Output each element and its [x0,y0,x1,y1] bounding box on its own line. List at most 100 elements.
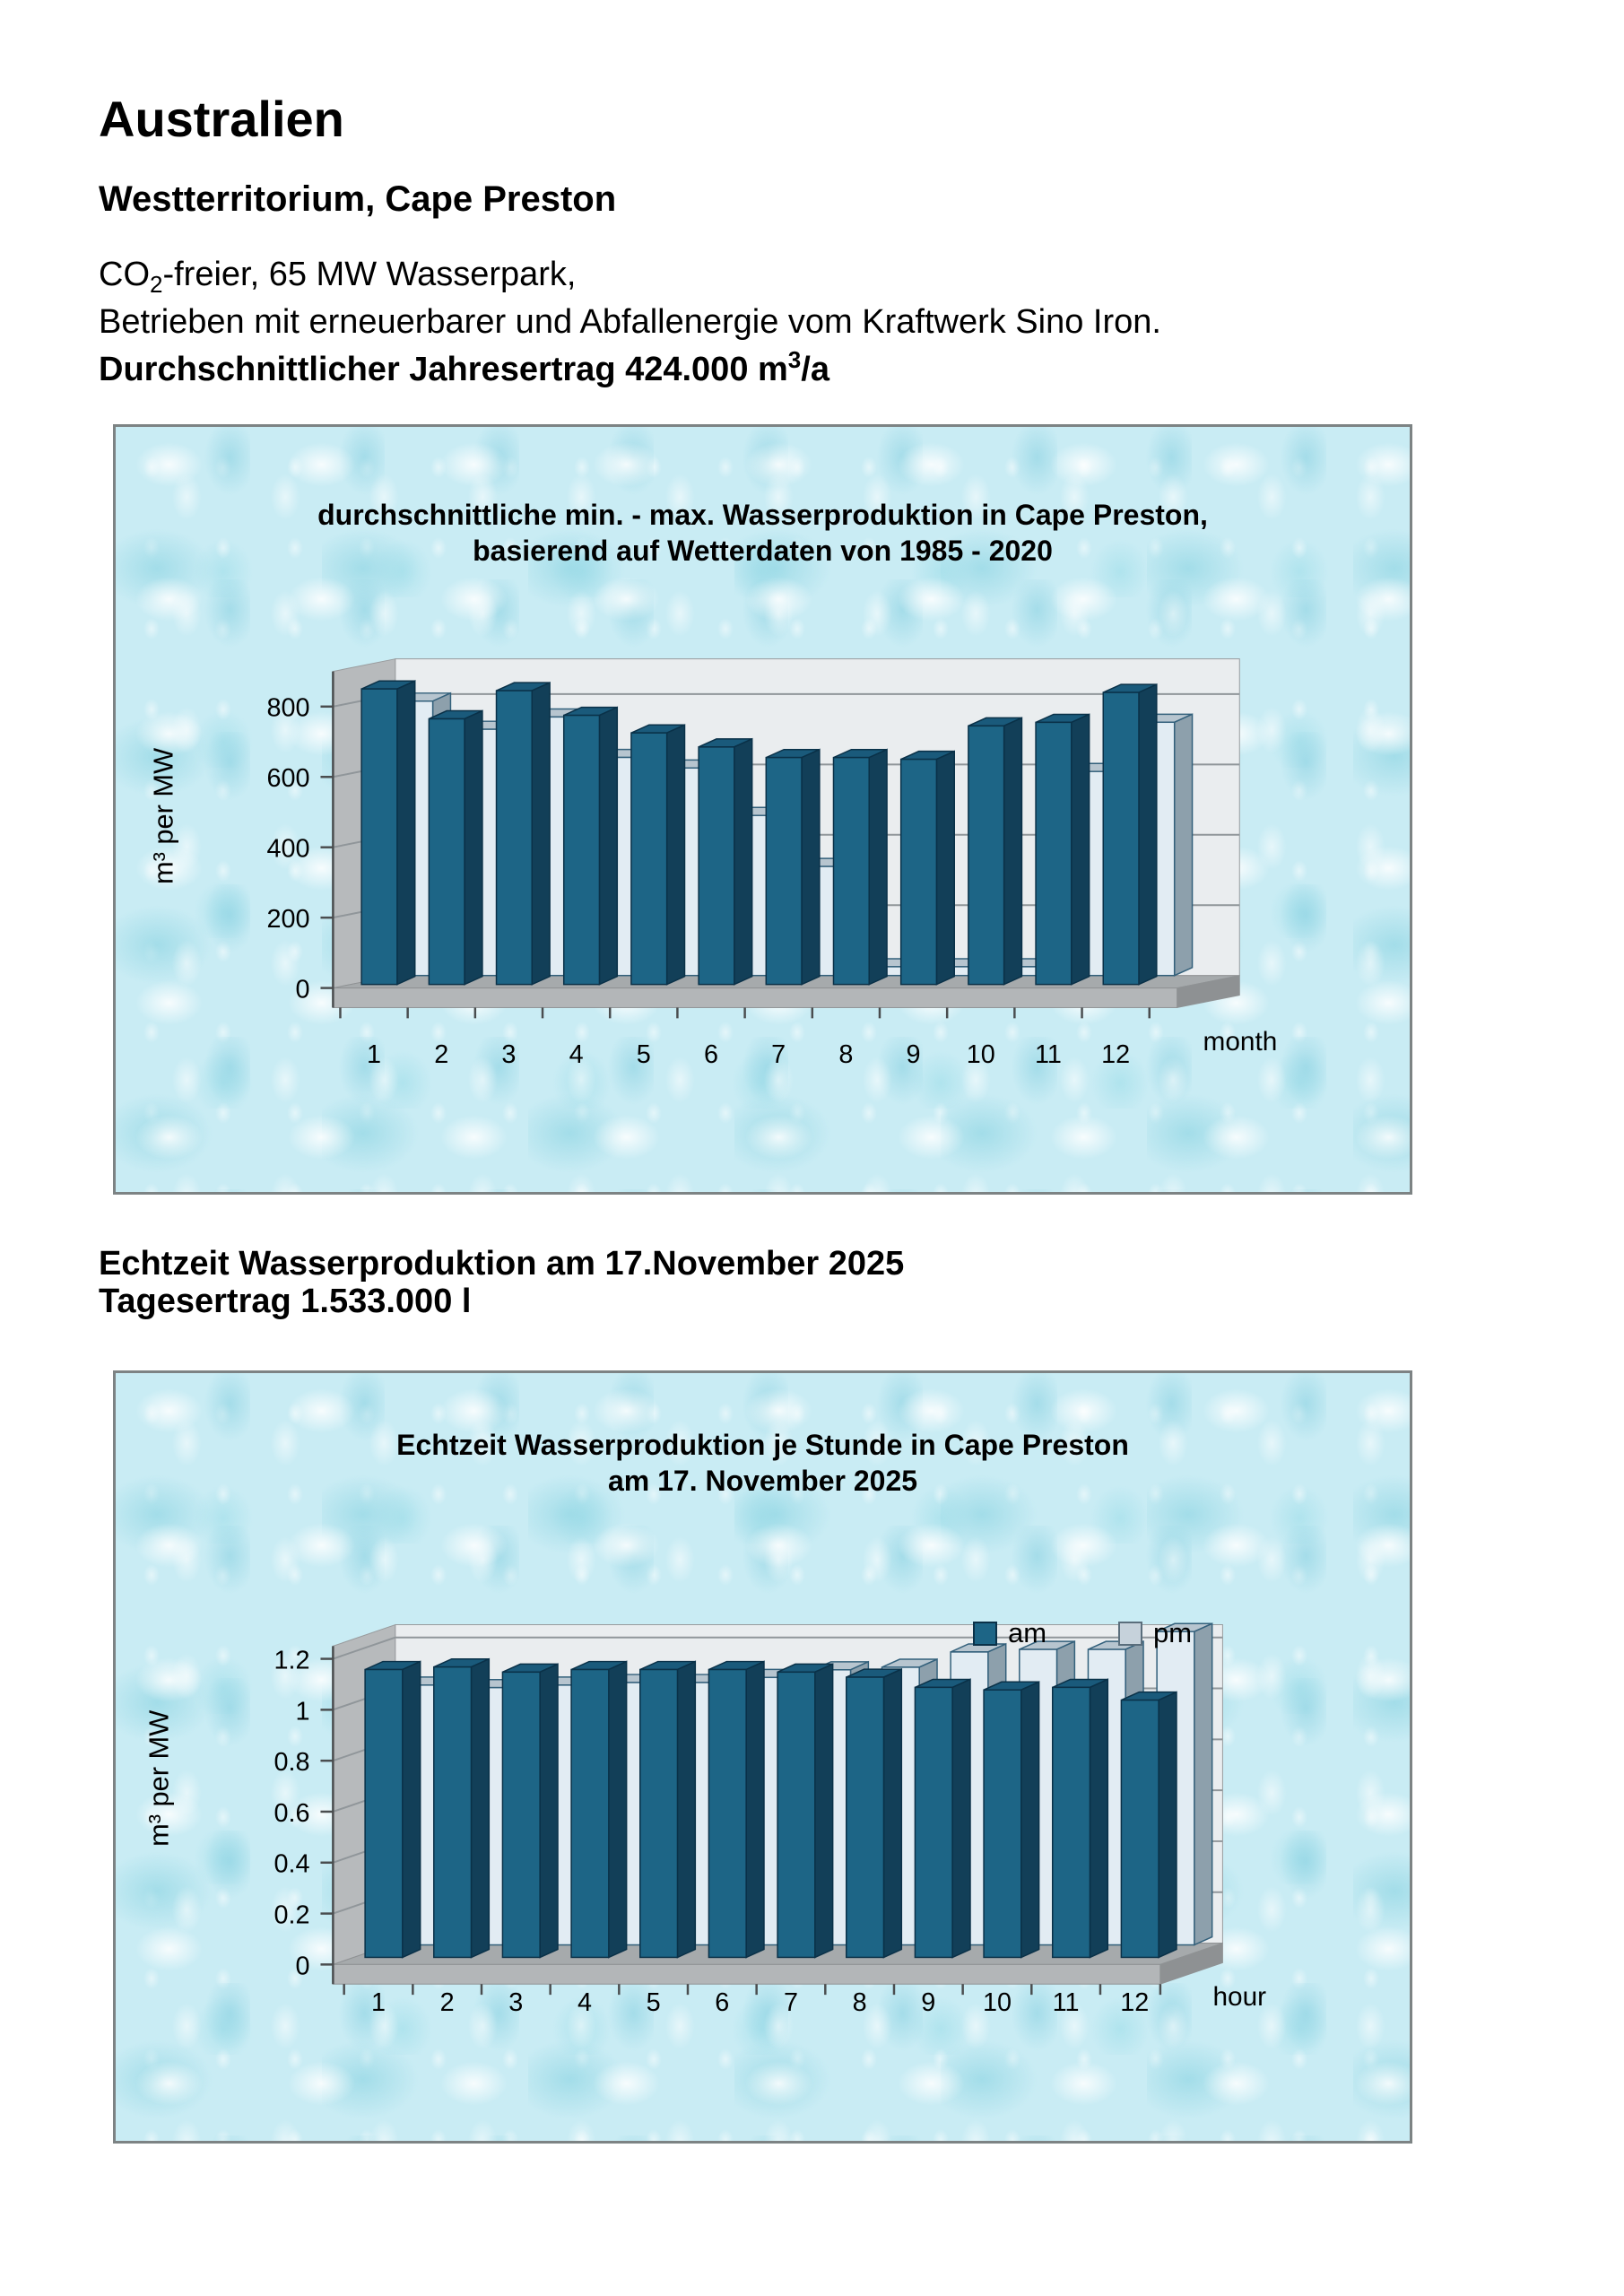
x-tick-label: 4 [569,1040,584,1069]
bar-max-8 [832,748,888,986]
x-tick-label: 2 [434,1040,448,1069]
x-tick-label: 1 [367,1040,381,1069]
chart2-title-line1: Echtzeit Wasserproduktion je Stunde in C… [396,1429,1129,1461]
bar-am-10 [983,1681,1040,1959]
intro-paragraph: CO2-freier, 65 MW Wasserpark, Betrieben … [99,256,1161,388]
bar-front [846,1676,885,1959]
bar-side [1138,683,1158,986]
x-tick-label: 5 [647,1988,661,2017]
bar-side [396,680,416,986]
bar-max-12 [1102,683,1158,986]
chart-panel-monthly: 0 200 400 600 800 1 2 3 4 5 6 7 8 9 10 11 12 month m³ per … [113,424,1412,1195]
bar-front [639,1668,679,1959]
page-subtitle: Westterritorium, Cape Preston [99,179,617,219]
x-tick-label: 8 [853,1988,867,2017]
bar-front [1035,721,1073,986]
chart1-title-line1: durchschnittliche min. - max. Wasserprod… [317,499,1208,531]
section2-heading: Echtzeit Wasserproduktion am 17.November… [99,1245,904,1320]
x-tick-label: 2 [440,1988,455,2017]
bar-max-11 [1035,713,1090,986]
bar-side [464,709,483,986]
co2-subscript: 2 [150,271,163,298]
section2-line1: Echtzeit Wasserproduktion am 17.November… [99,1245,905,1283]
x-tick-label: 12 [1120,1988,1149,2017]
bar-front [968,725,1005,986]
bar-max-2 [428,709,483,986]
x-tick-label: 6 [704,1040,718,1069]
x-tick-label: 7 [784,1988,798,2017]
bar-am-8 [846,1667,903,1959]
bar-side [935,750,956,986]
y-tick-label: 0.4 [274,1850,310,1879]
legend-swatch-am [973,1621,997,1646]
intro-line-3: Durchschnittlicher Jahresertrag 424.000 … [99,346,829,388]
bar-am-11 [1051,1678,1109,1959]
bar-side [1020,1681,1040,1959]
bar-side [868,748,888,986]
page-title: Australien [99,91,344,147]
x-tick-label: 10 [983,1988,1012,2017]
bar-front [698,746,735,986]
y-tick-label: 800 [267,694,310,723]
x-tick-label: 11 [1053,1988,1080,2017]
bar-side [608,1660,628,1959]
intro-line-1: CO2-freier, 65 MW Wasserpark, [99,256,577,298]
x-tick-label: 7 [771,1040,786,1069]
bar-front [899,758,938,986]
bar-front [765,756,803,986]
x-tick-label: 11 [1035,1040,1062,1069]
x-tick-label: 5 [637,1040,651,1069]
legend-item-pm: pm [1118,1617,1192,1649]
floor-side [1159,1942,1223,1985]
intro-line-2: Betrieben mit erneuerbarer und Abfallene… [99,303,1161,341]
bar-front [708,1668,747,1959]
floor-side [1177,975,1240,1009]
bar-front [1102,691,1140,986]
gridline-wall [333,1636,396,1660]
bar-am-6 [708,1660,765,1959]
bar-am-2 [433,1657,491,1959]
bar-am-1 [364,1660,421,1959]
bar-side [402,1660,421,1959]
chart1-title: durchschnittliche min. - max. Wasserprod… [116,497,1410,569]
m3-superscript: 3 [787,346,802,373]
bar-front [570,1668,610,1959]
bar-max-3 [495,682,551,986]
chart2-title-line2: am 17. November 2025 [607,1465,918,1497]
bar-max-4 [562,706,619,986]
bar-max-5 [630,724,686,986]
x-tick-label: 9 [907,1040,921,1069]
y-tick-label: 0.6 [274,1799,310,1828]
bar-front [501,1671,541,1959]
x-tick-label: 8 [838,1040,853,1069]
y-axis-title: m³ per MW [148,748,179,884]
chart1-title-line2: basierend auf Wetterdaten von 1985 - 202… [473,535,1053,567]
legend-swatch-pm [1118,1621,1142,1646]
chart-panel-hourly: 0 0.2 0.4 0.6 0.8 1 1.2 1 2 3 4 5 6 7 8 9 10 11 12 hour m³ p… [113,1370,1412,2144]
bar-front [495,690,533,986]
bar-front [562,714,601,986]
bar-am-7 [777,1663,834,1959]
bar-side [676,1660,697,1959]
bar-front [433,1665,473,1959]
bar-side [801,748,821,986]
legend-label-am: am [1008,1617,1047,1648]
bar-front [1051,1686,1091,1959]
bar-side [470,1657,491,1959]
bar-max-9 [899,750,956,986]
bar-front [1120,1699,1159,1959]
x-tick-label: 9 [921,1988,935,2017]
y-tick-label: 400 [267,835,310,864]
bar-front [364,1668,404,1959]
bar-side [734,737,753,986]
bar-side [1071,713,1090,986]
bar-am-12 [1120,1691,1177,1959]
x-tick-label: 4 [578,1988,592,2017]
y-tick-label: 1 [296,1697,310,1726]
y-tick-label: 0 [296,976,310,1004]
floor-front [332,1963,1161,1985]
